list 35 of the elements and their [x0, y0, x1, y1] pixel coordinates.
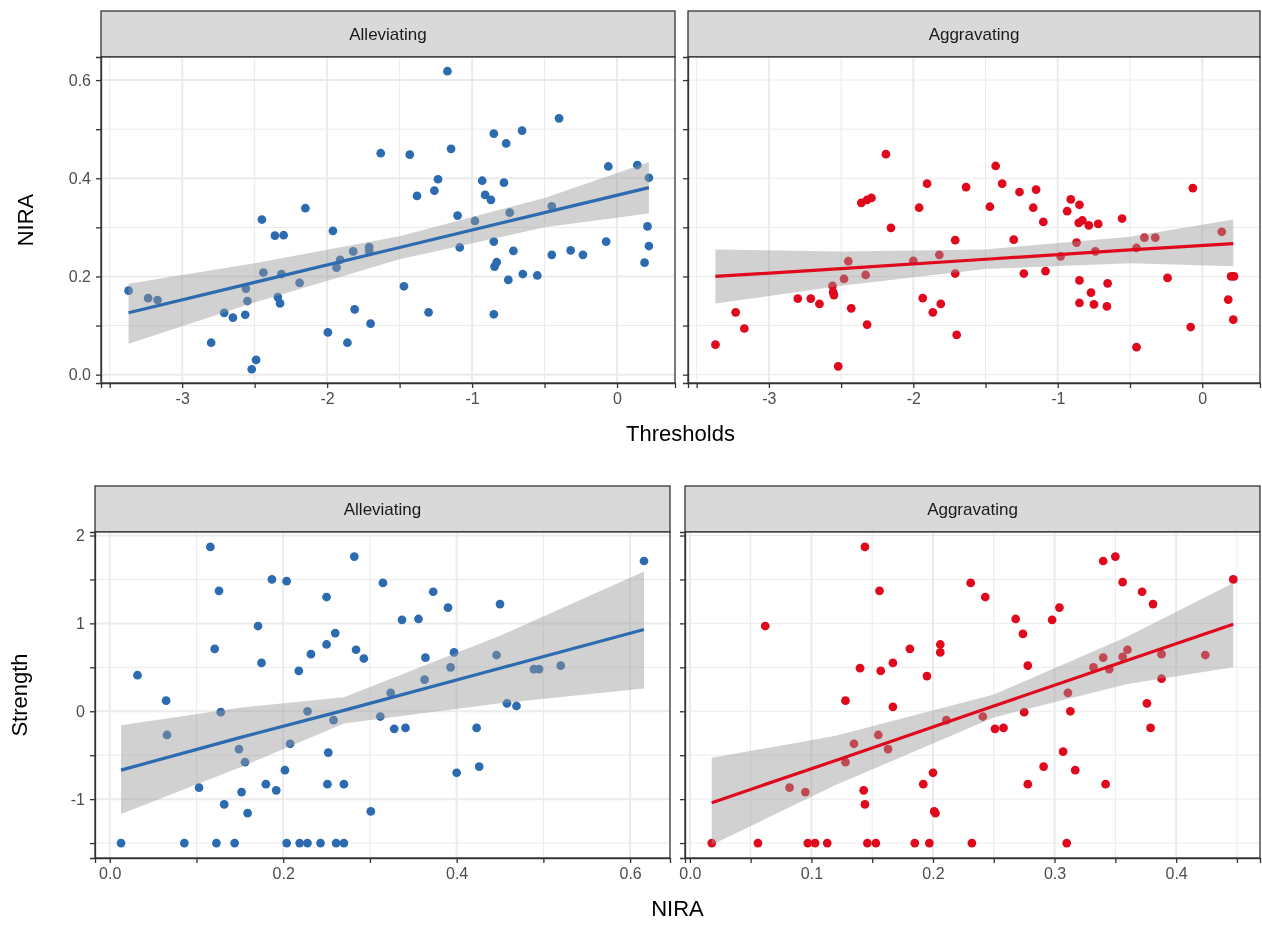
- y-tick-label: 1: [76, 615, 86, 633]
- x-tick-label: 0.4: [1165, 865, 1188, 883]
- y-tick-label: 0: [76, 702, 86, 720]
- y-tick-label: 0.4: [68, 169, 92, 187]
- x-tick-label: -3: [175, 390, 190, 408]
- y-axis-title: Strength: [7, 653, 32, 737]
- y-tick-label: 2: [76, 527, 86, 545]
- y-axis-title: NIRA: [13, 193, 38, 247]
- x-tick-label: -3: [762, 390, 777, 408]
- x-tick-label: -2: [906, 390, 922, 408]
- x-tick-label: 0: [613, 390, 623, 408]
- x-tick-label: 0.3: [1043, 865, 1067, 883]
- x-axis-title: Thresholds: [626, 421, 735, 446]
- chart-title: Alleviating: [349, 25, 427, 44]
- x-tick-label: 0: [1198, 390, 1208, 408]
- line-series: [126, 186, 651, 315]
- x-tick-label: 0.4: [446, 865, 469, 883]
- x-tick-label: 0.0: [99, 865, 122, 883]
- x-tick-label: 0.6: [619, 865, 642, 883]
- x-tick-label: 0.1: [800, 865, 824, 883]
- x-tick-label: 0.0: [679, 865, 702, 883]
- x-axis-title: NIRA: [651, 896, 705, 921]
- y-tick-label: 0.2: [68, 268, 92, 286]
- x-tick-label: -2: [320, 390, 335, 408]
- chart-title: Aggravating: [928, 25, 1020, 44]
- x-tick-label: 0.2: [272, 865, 295, 883]
- chart-title: Aggravating: [927, 500, 1018, 519]
- line-series: [119, 627, 646, 772]
- x-tick-label: -1: [1051, 390, 1066, 408]
- y-tick-label: 0.6: [68, 71, 92, 89]
- x-tick-label: 0.2: [922, 865, 945, 883]
- y-tick-label: 0.0: [68, 366, 92, 384]
- x-tick-label: -1: [465, 390, 480, 408]
- chart-title: Alleviating: [343, 500, 422, 519]
- y-tick-label: -1: [70, 790, 86, 808]
